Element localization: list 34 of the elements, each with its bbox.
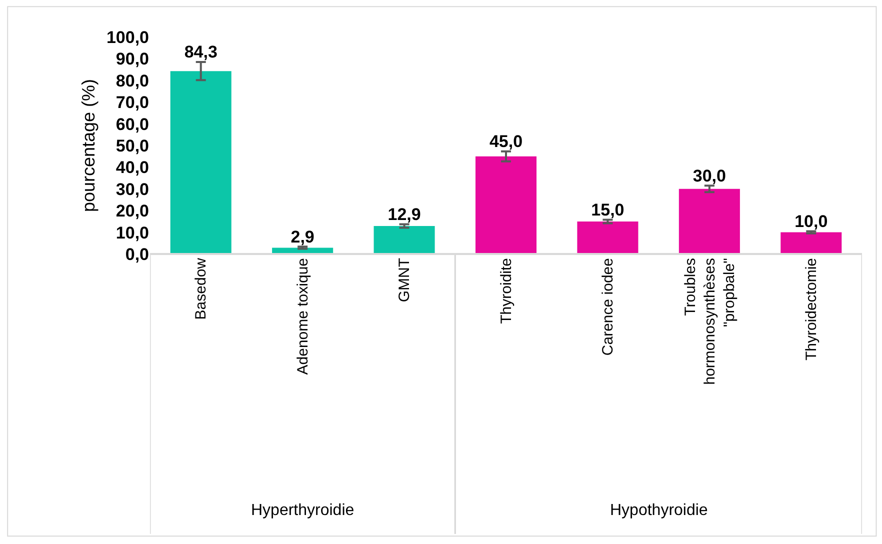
x-tick-label: Troubles hormonosynthèses "propbale" (682, 258, 738, 385)
bar (170, 71, 232, 254)
x-tick-label: Thyroidite (498, 258, 515, 324)
y-tick-label: 20,0 (116, 202, 149, 221)
bar (577, 221, 638, 254)
y-tick-label: 10,0 (116, 223, 149, 242)
y-tick-label: 80,0 (116, 71, 149, 90)
y-tick-label: 90,0 (116, 50, 149, 69)
x-tick-label: GMNT (396, 258, 414, 302)
data-label: 2,9 (290, 227, 314, 246)
y-tick-label: 100,0 (106, 28, 149, 47)
data-label: 15,0 (591, 200, 624, 220)
y-tick-label: 70,0 (116, 93, 149, 112)
y-tick-label: 60,0 (116, 114, 149, 134)
bar (374, 226, 435, 254)
x-tick-label: Adenome toxique (294, 258, 312, 375)
bar (780, 232, 842, 254)
bar (475, 156, 537, 254)
data-label: 45,0 (489, 132, 523, 152)
x-tick-label: Thyroidectomie (803, 258, 820, 361)
x-tick-label: Carence iodee (600, 258, 617, 356)
y-tick-label: 30,0 (116, 180, 149, 199)
y-tick-label: 40,0 (116, 158, 149, 178)
data-label: 10,0 (794, 212, 828, 231)
data-label: 12,9 (388, 205, 421, 224)
y-tick-label: 50,0 (116, 136, 149, 156)
x-tick-label: Basedow (192, 258, 210, 320)
y-axis-title: pourcentage (%) (78, 78, 99, 212)
bar (678, 188, 740, 254)
data-label: 30,0 (692, 166, 726, 186)
text: Hypothyroidie (610, 502, 708, 519)
y-tick-label: 0,0 (125, 244, 149, 264)
text: Hyperthyroidie (251, 502, 354, 519)
data-label: 84,3 (184, 42, 218, 62)
